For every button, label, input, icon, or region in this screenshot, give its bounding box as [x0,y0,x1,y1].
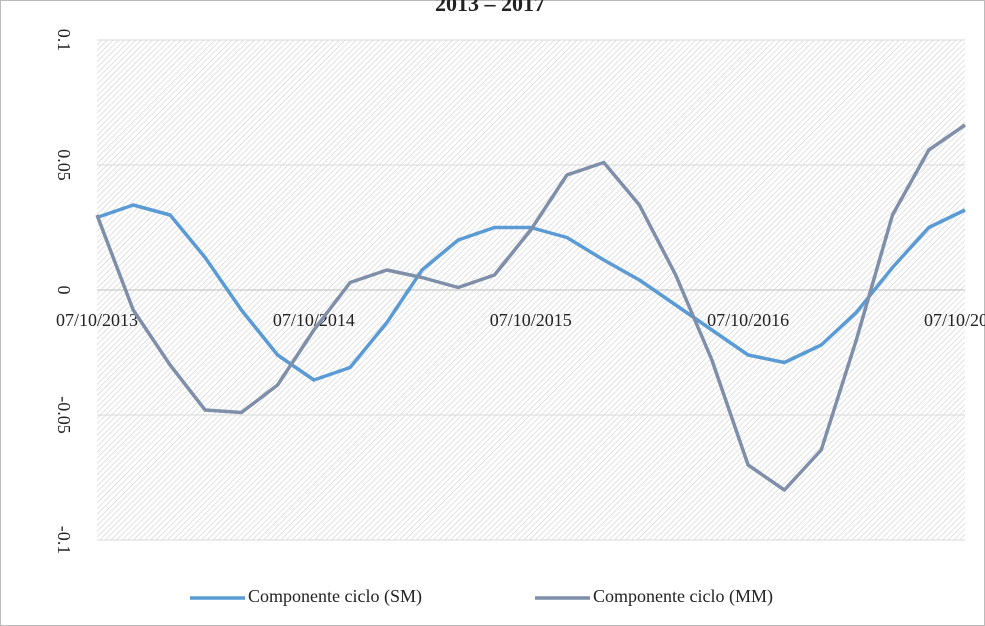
y-tick-label: 0.05 [54,149,74,181]
x-tick-label: 07/10/2017 [924,310,985,330]
y-tick-label: -0.1 [54,526,74,555]
x-tick-label: 07/10/2015 [490,310,572,330]
chart-title: 2013 – 2017 [435,0,545,16]
x-tick-label: 07/10/2013 [56,310,138,330]
legend-label: Componente ciclo (SM) [248,586,422,607]
legend-label: Componente ciclo (MM) [593,586,773,607]
x-tick-label: 07/10/2014 [273,310,355,330]
y-tick-label: 0 [54,286,74,295]
series-line [95,123,966,492]
y-tick-label: 0.1 [54,29,74,52]
x-tick-label: 07/10/2016 [707,310,789,330]
y-tick-label: -0.05 [54,396,74,434]
